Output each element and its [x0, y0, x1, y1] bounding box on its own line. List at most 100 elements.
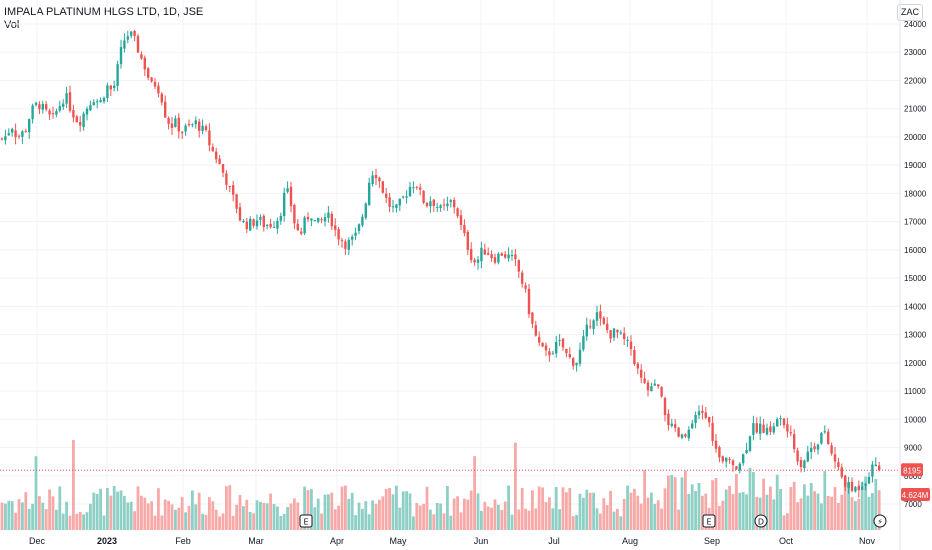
- candle-body: [296, 223, 299, 231]
- price-tick-label: 17000: [904, 218, 927, 227]
- candle-body: [691, 423, 694, 429]
- split-marker-icon[interactable]: [873, 514, 887, 528]
- candle-body: [650, 386, 653, 392]
- candle-body: [245, 221, 248, 230]
- volume-bar: [85, 512, 89, 530]
- event-marker-label: D: [758, 518, 764, 527]
- volume-bar: [541, 487, 544, 530]
- volume-bar: [296, 502, 300, 530]
- volume-bar: [721, 500, 725, 530]
- volume-bar: [745, 494, 748, 530]
- candle-body: [381, 181, 384, 193]
- volume-bar: [602, 498, 606, 530]
- candle-body: [306, 216, 310, 220]
- volume-bar: [571, 516, 575, 530]
- volume-bar: [626, 485, 629, 530]
- candle-body: [538, 336, 541, 343]
- volume-bar: [235, 504, 238, 530]
- volume-bar: [473, 456, 476, 530]
- candle-body: [602, 317, 605, 324]
- candle-body: [507, 254, 510, 259]
- candle-body: [327, 212, 330, 218]
- candle-body: [864, 483, 867, 486]
- candle-body: [670, 423, 673, 426]
- candle-body: [102, 97, 106, 102]
- candle-body: [45, 104, 48, 110]
- volume-bar: [769, 486, 772, 530]
- candle-body: [742, 454, 745, 464]
- volume-bar: [191, 490, 194, 530]
- candle-body: [585, 324, 588, 337]
- volume-bar: [425, 486, 429, 530]
- time-tick-label: 2023: [97, 536, 117, 546]
- price-axis[interactable]: 7000 8000 9000 10000 11000 12000 13000 14000 150…: [904, 20, 927, 509]
- candle-body: [497, 253, 500, 263]
- candle-body: [466, 231, 469, 250]
- candle-body: [500, 253, 503, 256]
- candle-body: [653, 383, 656, 386]
- dividend-marker-icon[interactable]: [754, 514, 768, 528]
- earnings-marker-icon[interactable]: [702, 514, 716, 528]
- volume-bar: [816, 493, 820, 530]
- price-tick-label: 10000: [904, 415, 927, 424]
- candle-body: [187, 124, 191, 126]
- volume-bar: [663, 488, 667, 530]
- volume-bar: [184, 512, 187, 530]
- volume-bar: [170, 504, 174, 530]
- volume-bar: [867, 496, 871, 530]
- volume-bar: [14, 512, 17, 530]
- volume-bar: [782, 515, 786, 530]
- event-markers[interactable]: E E D ⚡: [299, 514, 887, 528]
- volume-bar: [116, 491, 119, 530]
- candle-body: [344, 241, 347, 249]
- currency-button[interactable]: ZAC: [897, 4, 923, 21]
- volume-bar: [823, 471, 827, 530]
- candle-body: [123, 40, 126, 49]
- candle-body: [680, 434, 684, 438]
- volume-bar: [24, 492, 28, 530]
- volume-bar: [639, 503, 643, 530]
- volume-bar: [51, 496, 55, 530]
- candle-body: [748, 436, 752, 451]
- volume-bar: [153, 515, 157, 530]
- time-axis[interactable]: Dec 2023 Feb Mar Apr May Jun Jul Aug Sep Oct Nov: [29, 536, 876, 546]
- volume-bar: [238, 495, 242, 530]
- candle-body: [592, 320, 595, 329]
- time-tick-label: Aug: [622, 536, 638, 546]
- volume-bar: [837, 502, 840, 530]
- volume-bar: [803, 484, 806, 530]
- volume-bar: [330, 492, 334, 530]
- volume-bar: [442, 513, 446, 530]
- volume-bar: [534, 508, 538, 530]
- candle-body: [286, 188, 289, 192]
- volume-bar: [809, 482, 813, 530]
- volume-legend[interactable]: Vol: [4, 19, 20, 31]
- price-tick-label: 21000: [904, 105, 927, 114]
- candle-body: [130, 31, 133, 36]
- candle-body: [619, 332, 622, 334]
- volume-bar: [877, 490, 881, 530]
- volume-bar: [119, 490, 123, 530]
- volume-bar: [605, 505, 609, 530]
- event-marker-label: E: [303, 518, 308, 527]
- volume-bar: [102, 515, 106, 530]
- candle-body: [235, 194, 238, 209]
- candle-body: [34, 102, 38, 105]
- candle-body: [657, 384, 660, 387]
- volume-bar: [592, 492, 595, 530]
- volume-bar: [78, 511, 82, 530]
- volume-bar: [843, 476, 847, 530]
- earnings-marker-icon[interactable]: [299, 514, 313, 528]
- candle-body: [436, 206, 439, 208]
- volume-bar: [337, 505, 340, 530]
- symbol-title[interactable]: IMPALA PLATINUM HLGS LTD, 1D, JSE: [4, 6, 204, 18]
- volume-bar: [293, 498, 296, 530]
- candle-body: [313, 220, 316, 222]
- volume-bar: [806, 495, 810, 530]
- candle-body: [762, 424, 765, 433]
- volume-bar: [779, 489, 782, 530]
- price-tick-label: 11000: [904, 387, 926, 396]
- volume-bar: [262, 502, 266, 530]
- volume-bar: [350, 492, 354, 530]
